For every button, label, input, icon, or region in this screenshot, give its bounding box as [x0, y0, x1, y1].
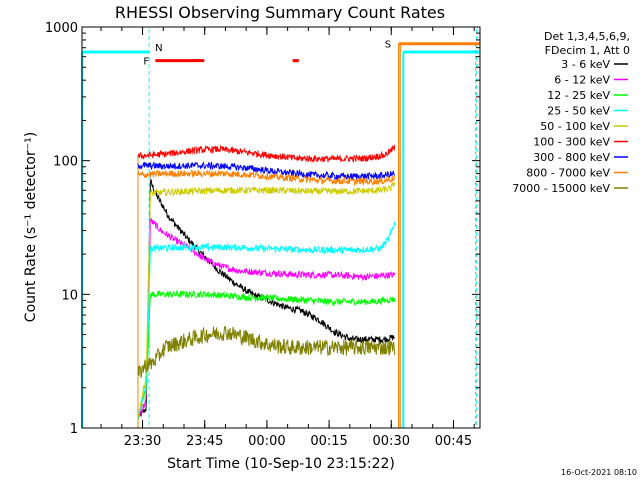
axes: 23:30 23:45 00:00 00:15 00:30 00:45 1 10 100 1000 [45, 21, 480, 449]
legend-entry-label: 100 - 300 keV [533, 136, 610, 149]
saa-label: S [385, 40, 391, 51]
series-line [137, 161, 396, 181]
chart-title: RHESSI Observing Summary Count Rates [115, 3, 445, 22]
legend-header: Det 1,3,4,5,6,9, [544, 30, 630, 43]
series-line [137, 218, 396, 417]
legend-entry-label: 50 - 100 keV [540, 120, 610, 133]
plot-area: NF S [81, 29, 480, 428]
legend-entry-label: 7000 - 15000 keV [512, 182, 610, 195]
series-line [137, 289, 396, 420]
legend-entry-label: 6 - 12 keV [554, 74, 610, 87]
series-line [137, 325, 396, 379]
x-tick-label: 23:45 [186, 434, 223, 449]
y-tick-label: 10 [61, 288, 78, 303]
timestamp: 16-Oct-2021 08:10 [561, 468, 637, 477]
x-tick-label: 00:45 [435, 434, 472, 449]
series-line [137, 168, 396, 187]
y-tick-label: 1 [70, 422, 78, 437]
legend-header: FDecim 1, Att 0 [545, 44, 630, 57]
x-tick-label: 00:00 [248, 434, 285, 449]
legend-entry-label: 3 - 6 keV [561, 58, 610, 71]
x-tick-label: 00:15 [310, 434, 347, 449]
x-axis-label: Start Time (10-Sep-10 23:15:22) [167, 456, 395, 472]
y-axis-label: Count Rate (s⁻¹ detector⁻¹) [23, 132, 39, 322]
legend-entry-label: 25 - 50 keV [547, 105, 610, 118]
legend-entry-label: 12 - 25 keV [547, 89, 610, 102]
night-label: N [155, 43, 162, 54]
y-tick-label: 1000 [45, 21, 78, 36]
x-tick-label: 23:30 [124, 434, 161, 449]
series-line [137, 181, 396, 419]
legend-entry-label: 300 - 800 keV [533, 151, 610, 164]
legend-entry-label: 800 - 7000 keV [526, 167, 610, 180]
flare-label: F [143, 57, 149, 68]
y-tick-label: 100 [53, 155, 78, 170]
x-tick-label: 00:30 [373, 434, 410, 449]
plot-frame [81, 26, 481, 429]
series-line [137, 221, 396, 419]
legend: Det 1,3,4,5,6,9,FDecim 1, Att 03 - 6 keV… [512, 30, 630, 195]
series-line [137, 144, 396, 164]
